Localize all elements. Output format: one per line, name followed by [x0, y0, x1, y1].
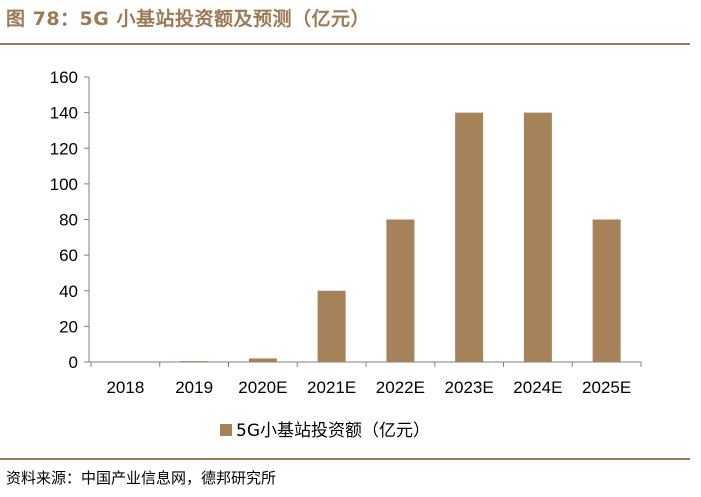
title-divider — [0, 43, 690, 45]
bar — [592, 219, 621, 362]
bar-chart: 0 20 40 60 80 100 120 140 160 2018 2019 2020E 2021E… — [50, 68, 642, 441]
figure-title: 图 78：5G 小基站投资额及预测（亿元） — [6, 8, 370, 30]
y-tick-label: 160 — [50, 68, 78, 87]
x-tick-label: 2024E — [513, 378, 562, 397]
bar — [317, 290, 346, 362]
x-tick-label: 2025E — [582, 378, 631, 397]
y-tick-label: 80 — [59, 211, 78, 230]
bar — [386, 219, 415, 362]
legend-label: 5G小基站投资额（亿元） — [236, 421, 430, 441]
y-tick-label: 140 — [50, 104, 78, 123]
x-tick-label: 2019 — [175, 378, 213, 397]
bar — [455, 112, 484, 362]
x-tick-label: 2018 — [106, 378, 144, 397]
bar — [180, 361, 209, 362]
bar — [248, 358, 277, 362]
x-tick-label: 2020E — [238, 378, 287, 397]
x-tick-label: 2023E — [445, 378, 494, 397]
x-tick-label: 2021E — [307, 378, 356, 397]
y-tick-label: 60 — [59, 246, 78, 265]
bar — [523, 112, 552, 362]
y-tick-label: 100 — [50, 175, 78, 194]
y-tick-label: 40 — [59, 282, 78, 301]
y-tick-label: 20 — [59, 317, 78, 336]
legend: 5G小基站投资额（亿元） — [220, 421, 430, 441]
source-divider — [0, 458, 690, 460]
y-axis: 0 20 40 60 80 100 120 140 160 — [50, 68, 90, 372]
source-note: 资料来源：中国产业信息网，德邦研究所 — [6, 469, 277, 487]
bars — [180, 112, 621, 362]
y-tick-label: 120 — [50, 139, 78, 158]
x-tick-label: 2022E — [376, 378, 425, 397]
x-axis: 2018 2019 2020E 2021E 2022E 2023E 2024E 2025E — [89, 361, 642, 397]
y-tick-label: 0 — [69, 353, 78, 372]
legend-swatch — [220, 424, 232, 436]
